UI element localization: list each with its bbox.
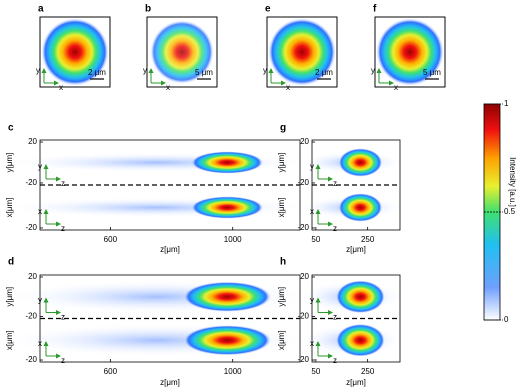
beam-focus (338, 193, 383, 222)
panel-frame (39, 274, 301, 363)
y-axis-label: x[μm] (277, 330, 286, 350)
y-tick-label: -20 (297, 223, 309, 232)
axis-glyph: x (59, 83, 63, 92)
y-axis-label: y[μm] (5, 153, 14, 173)
y-tick-label: 20 (300, 137, 309, 146)
panel-frame (311, 274, 401, 363)
panel-label: d (8, 257, 14, 268)
axis-glyph: y (36, 66, 40, 75)
x-tick-label: 600 (104, 367, 118, 376)
axis-glyph: z (333, 179, 337, 188)
scale-bar-label: 2 μm (315, 68, 333, 77)
beam-profile (268, 18, 336, 86)
beam-profile (376, 18, 444, 86)
panel-label: f (373, 4, 377, 15)
panel-frame (266, 16, 338, 88)
beam-profile (41, 18, 109, 86)
x-tick-label: 50 (311, 235, 320, 244)
haze (1, 152, 313, 173)
y-tick-label: -20 (25, 223, 37, 232)
x-tick-label: 250 (361, 367, 375, 376)
panel-frame (39, 16, 111, 88)
axis-glyph: z (333, 356, 337, 365)
axis-glyph: z (61, 224, 65, 233)
y-tick-label: -20 (25, 312, 37, 321)
y-tick-label: 20 (28, 137, 37, 146)
colorbar-tick-label: 0 (504, 315, 509, 324)
beam-focus (190, 196, 264, 219)
scale-bar-label: 5 μm (195, 68, 213, 77)
panel-frame (311, 139, 401, 231)
axis-glyph: z (61, 356, 65, 365)
axis-glyph: y (263, 66, 267, 75)
haze (1, 197, 313, 218)
beam-focus (183, 281, 272, 312)
x-axis-label: z[μm] (346, 245, 366, 254)
y-tick-label: 20 (300, 272, 309, 281)
axis-glyph: x (394, 83, 398, 92)
x-tick-label: 600 (104, 235, 118, 244)
beam-focus (190, 151, 264, 174)
scale-bar-label: 2 μm (88, 68, 106, 77)
x-tick-label: 1000 (224, 367, 242, 376)
y-tick-label: -20 (25, 178, 37, 187)
y-axis-label: y[μm] (277, 153, 286, 173)
y-tick-label: -20 (297, 355, 309, 364)
x-tick-label: 250 (361, 235, 375, 244)
axis-glyph: x (166, 83, 170, 92)
panel-label: e (265, 4, 271, 15)
y-axis-label: x[μm] (5, 330, 14, 350)
panel-frame (39, 139, 301, 231)
beam-focus (335, 280, 386, 314)
beam-focus (338, 148, 383, 177)
y-axis-label: x[μm] (277, 198, 286, 218)
panel-label: h (280, 257, 286, 268)
panel-frame (146, 16, 218, 88)
colorbar-tick-label: 0.5 (504, 207, 516, 216)
panel-label: b (145, 4, 151, 15)
colorbar-tick-label: 1 (504, 99, 509, 108)
x-axis-label: z[μm] (160, 378, 180, 387)
axis-glyph: z (61, 313, 65, 322)
panel-label: a (38, 4, 44, 15)
colorbar-label: Intensity [a.u.] (508, 157, 517, 207)
x-axis-label: z[μm] (160, 245, 180, 254)
x-tick-label: 1000 (224, 235, 242, 244)
axis-glyph: y (143, 66, 147, 75)
axis-glyph: z (333, 224, 337, 233)
axis-glyph: z (333, 313, 337, 322)
x-axis-label: z[μm] (346, 378, 366, 387)
y-axis-label: x[μm] (5, 198, 14, 218)
y-tick-label: -20 (25, 355, 37, 364)
y-tick-label: -20 (297, 312, 309, 321)
axis-glyph: z (61, 179, 65, 188)
beam-focus (183, 325, 272, 356)
panel-label: c (8, 123, 14, 134)
panel-label: g (280, 123, 286, 134)
panel-frame (374, 16, 446, 88)
y-tick-label: 20 (28, 272, 37, 281)
y-tick-label: -20 (297, 178, 309, 187)
beam-focus (335, 323, 386, 357)
y-axis-label: y[μm] (5, 287, 14, 307)
y-axis-label: y[μm] (277, 287, 286, 307)
x-tick-label: 50 (311, 367, 320, 376)
scale-bar-label: 5 μm (423, 68, 441, 77)
axis-glyph: y (371, 66, 375, 75)
axis-glyph: x (286, 83, 290, 92)
beam-profile (150, 20, 214, 84)
